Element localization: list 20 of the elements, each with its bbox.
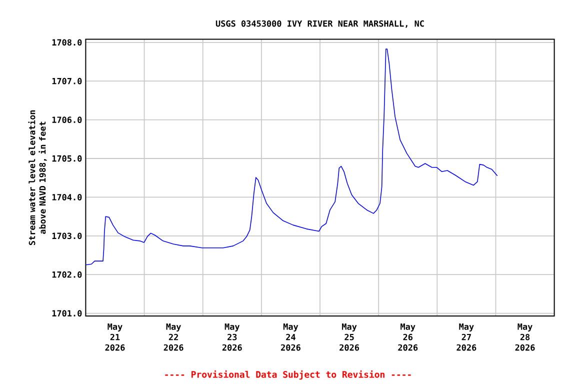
x-tick-label: May 25 2026 xyxy=(340,324,360,351)
x-tick-label: May 21 2026 xyxy=(105,324,125,351)
y-tick-label: 1704.0 xyxy=(52,194,82,200)
y-tick-label: 1707.0 xyxy=(52,78,82,84)
x-tick-label: May 22 2026 xyxy=(164,324,184,351)
x-tick-label: May 23 2026 xyxy=(222,324,242,351)
y-tick-label: 1701.0 xyxy=(52,310,82,316)
y-tick-label: 1702.0 xyxy=(52,271,82,278)
y-tick-label: 1703.0 xyxy=(52,232,82,240)
y-tick-label: 1708.0 xyxy=(52,39,82,46)
y-tick-label: 1706.0 xyxy=(52,116,82,123)
text: ---- Provisional Data Subject to Revision ---- xyxy=(165,370,411,380)
x-tick-label: May 24 2026 xyxy=(280,324,300,351)
y-axis-title: Stream water level elevation above NAVD 1988, in feet xyxy=(28,110,47,246)
chart-title: USGS 03453000 IVY RIVER NEAR MARSHALL, NC xyxy=(216,20,424,28)
x-tick-label: May 28 2026 xyxy=(515,324,535,351)
x-tick-label: May 26 2026 xyxy=(398,324,418,351)
line-series xyxy=(86,48,498,266)
y-tick-label: 1705.0 xyxy=(52,155,82,162)
x-tick-label: May 27 2026 xyxy=(456,324,476,351)
